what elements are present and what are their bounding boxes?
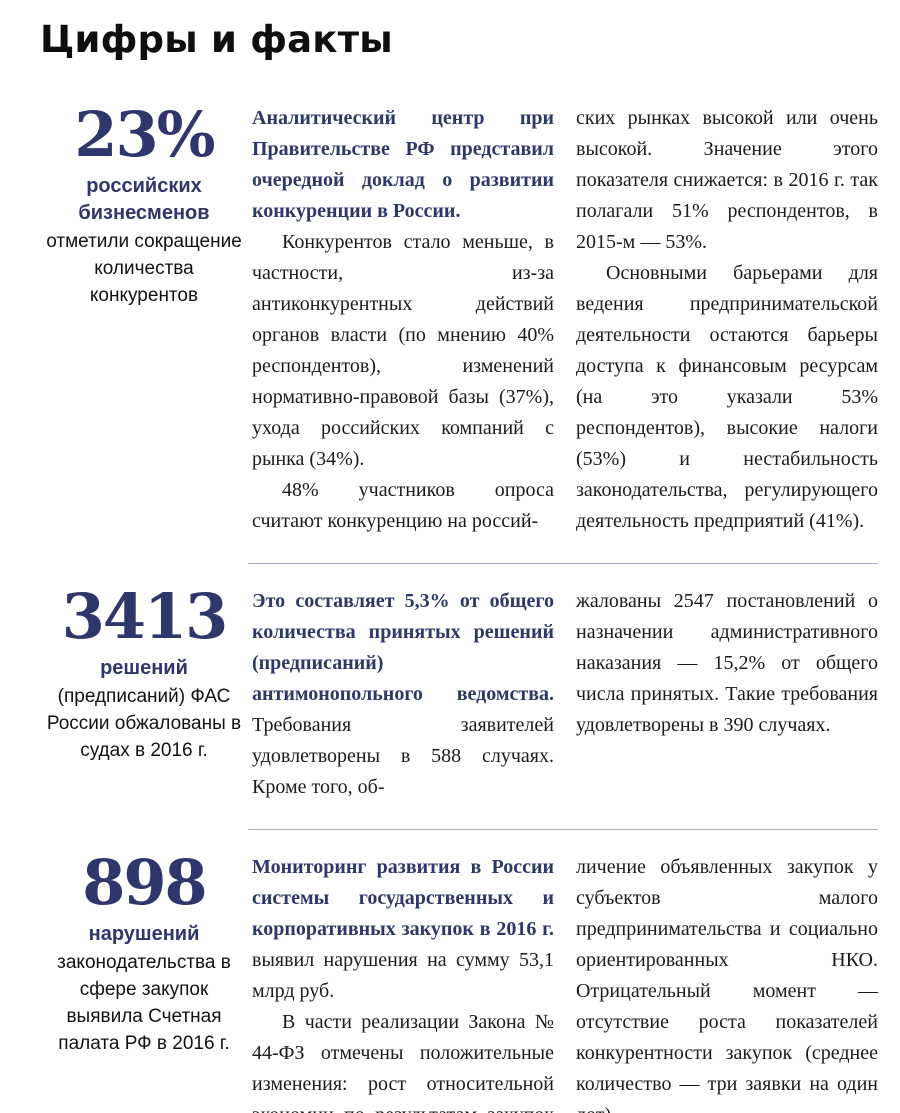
paragraph: Аналитический центр при Правительстве РФ… bbox=[252, 103, 554, 227]
paragraph: личение объявленных закупок у субъектов … bbox=[576, 852, 878, 1113]
paragraph-lead: Аналитический центр при Правительстве РФ… bbox=[252, 107, 554, 222]
stat-label-accent: решений bbox=[100, 657, 188, 679]
paragraph-lead: Это составляет 5,3% от общего количества… bbox=[252, 590, 554, 705]
section-text-area: Аналитический центр при Правительстве РФ… bbox=[248, 103, 878, 563]
paragraph: Основными барьерами для ведения предприн… bbox=[576, 258, 878, 537]
paragraph: 48% участников опроса считают конкуренци… bbox=[252, 475, 554, 537]
paragraph-text: 48% участников опроса считают конкуренци… bbox=[252, 479, 554, 532]
stat-value: 23% bbox=[74, 98, 215, 171]
stat-block-898: 898 нарушений законодательства в сфере з… bbox=[40, 829, 248, 1113]
section-text-area: Мониторинг развития в России системы гос… bbox=[248, 829, 878, 1113]
text-column-middle: Это составляет 5,3% от общего количества… bbox=[252, 586, 554, 803]
stat-label-plain: (предписаний) ФАС России обжалованы в су… bbox=[46, 686, 242, 761]
paragraph-text: Требования заявителей удовлетворены в 58… bbox=[252, 714, 554, 798]
paragraph: В части реализации Закона № 44-ФЗ отмече… bbox=[252, 1007, 554, 1113]
stat-value: 3413 bbox=[61, 580, 229, 653]
text-column-right: ских рынках высокой или очень высокой. З… bbox=[576, 103, 878, 537]
text-column-middle: Аналитический центр при Правительстве РФ… bbox=[252, 103, 554, 537]
paragraph: ских рынках высокой или очень высокой. З… bbox=[576, 103, 878, 258]
section-competition-report: 23% российских бизнесменов отметили сокр… bbox=[40, 103, 878, 563]
section-fas-decisions: 3413 решений (предписаний) ФАС России об… bbox=[40, 563, 878, 829]
paragraph: Это составляет 5,3% от общего количества… bbox=[252, 586, 554, 803]
paragraph: Мониторинг развития в России системы гос… bbox=[252, 852, 554, 1007]
stat-block-23: 23% российских бизнесменов отметили сокр… bbox=[40, 103, 248, 563]
paragraph: Конкурентов стало меньше, в частности, и… bbox=[252, 227, 554, 475]
paragraph-text: выявил нарушения на сумму 53,1 млрд руб. bbox=[252, 949, 554, 1002]
page-title: Цифры и факты bbox=[40, 18, 393, 61]
section-procurement-monitoring: 898 нарушений законодательства в сфере з… bbox=[40, 829, 878, 1113]
stat-block-3413: 3413 решений (предписаний) ФАС России об… bbox=[40, 563, 248, 829]
paragraph-text: ских рынках высокой или очень высокой. З… bbox=[576, 107, 878, 253]
paragraph-text: В части реализации Закона № 44-ФЗ отмече… bbox=[252, 1011, 554, 1113]
paragraph-text: Конкурентов стало меньше, в частности, и… bbox=[252, 231, 554, 470]
paragraph-text: жалованы 2547 постановлений о назначении… bbox=[576, 590, 878, 736]
stat-label-plain: отметили сокращение количества конкурент… bbox=[46, 231, 242, 306]
text-column-middle: Мониторинг развития в России системы гос… bbox=[252, 852, 554, 1113]
stat-label-accent: нарушений bbox=[88, 923, 200, 945]
stat-label-plain: законодательства в сфере закупок выявила… bbox=[57, 952, 231, 1054]
paragraph-lead: Мониторинг развития в России системы гос… bbox=[252, 856, 554, 940]
paragraph-text: Основными барьерами для ведения предприн… bbox=[576, 262, 878, 532]
text-column-right: личение объявленных закупок у субъектов … bbox=[576, 852, 878, 1113]
paragraph-text: личение объявленных закупок у субъектов … bbox=[576, 856, 878, 1113]
section-text-area: Это составляет 5,3% от общего количества… bbox=[248, 563, 878, 829]
paragraph: жалованы 2547 постановлений о назначении… bbox=[576, 586, 878, 741]
stat-label-accent: российских бизнесменов bbox=[78, 175, 210, 224]
text-column-right: жалованы 2547 постановлений о назначении… bbox=[576, 586, 878, 803]
stat-value: 898 bbox=[82, 846, 207, 919]
